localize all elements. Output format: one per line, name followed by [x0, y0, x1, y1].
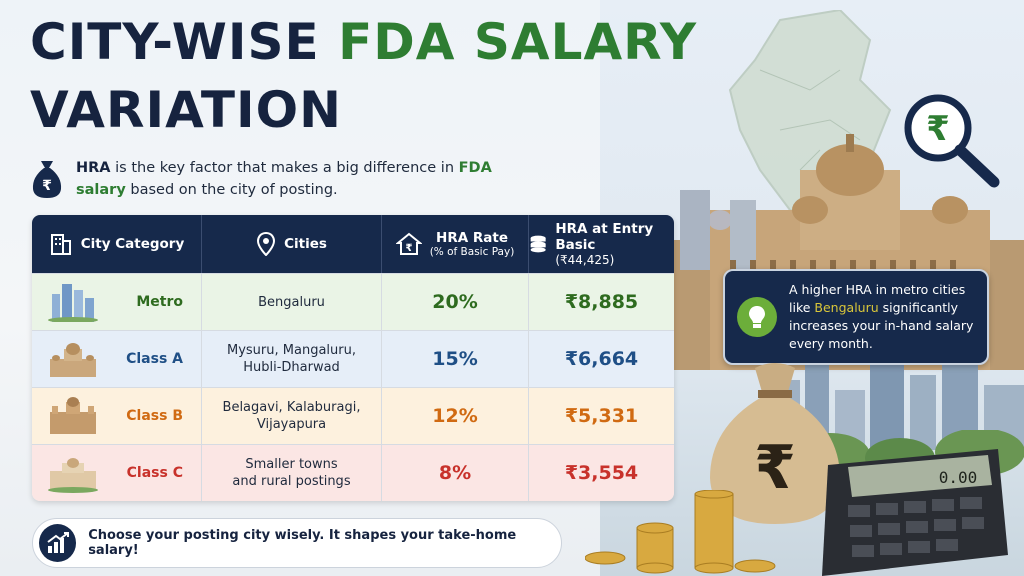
tip-highlight: Bengaluru: [814, 300, 879, 315]
header-cities-label: Cities: [284, 236, 327, 252]
header-amount-sub: (₹44,425): [555, 253, 615, 267]
intro: ₹ HRA is the key factor that makes a big…: [30, 157, 546, 201]
row-amount: ₹3,554: [564, 461, 639, 484]
row-rate: 20%: [382, 274, 529, 330]
row-category: Metro: [32, 274, 202, 330]
skyscraper-icon: [48, 284, 98, 322]
hra-table: City Category Cities ₹ HRA Rate (% of Bas…: [32, 215, 674, 501]
row-category-label: Class A: [126, 350, 183, 367]
intro-text: HRA is the key factor that makes a big d…: [76, 157, 546, 201]
page-title: CITY-WISE FDA SALARY VARIATION: [30, 14, 697, 138]
title-part2: FDA SALARY: [338, 13, 698, 71]
heritage-building-icon: [48, 458, 98, 493]
header-rate-sub: (% of Basic Pay): [429, 246, 515, 258]
header-amount: HRA at Entry Basic (₹44,425): [529, 215, 674, 273]
row-category: Class C: [32, 445, 202, 501]
magnifier-rupee-icon: ₹: [904, 94, 1000, 188]
growth-chart-icon: [39, 524, 77, 562]
tip-text2: significantly increases your in-hand sal…: [789, 300, 974, 351]
intro-hra: HRA: [76, 160, 111, 176]
table-row: Class A Mysuru, Mangaluru, Hubli-Dharwad…: [32, 330, 674, 387]
header-category: City Category: [32, 215, 202, 273]
palace-icon: [50, 343, 96, 377]
location-pin-icon: [257, 232, 276, 256]
fort-icon: [50, 397, 96, 434]
footer-text: Choose your posting city wisely. It shap…: [88, 528, 517, 558]
table-row: Metro Bengaluru 20% ₹8,885: [32, 273, 674, 330]
row-cities: Belagavi, Kalaburagi, Vijayapura: [202, 388, 382, 444]
row-rate: 8%: [382, 445, 529, 501]
svg-text:₹: ₹: [42, 178, 52, 194]
tip-text1: A higher HRA in metro cities like: [789, 282, 966, 315]
row-category-label: Class B: [126, 407, 183, 424]
intro-text1: is the key factor that makes a big diffe…: [110, 160, 459, 176]
row-category: Class A: [32, 331, 202, 387]
row-cities: Mysuru, Mangaluru, Hubli-Dharwad: [202, 331, 382, 387]
row-category: Class B: [32, 388, 202, 444]
row-rate: 12%: [382, 388, 529, 444]
coins-stack-icon: [530, 235, 546, 253]
header-amount-label: HRA at Entry Basic: [555, 221, 654, 253]
table-header: City Category Cities ₹ HRA Rate (% of Bas…: [32, 215, 674, 273]
header-rate-label: HRA Rate: [436, 230, 508, 246]
header-cities: Cities: [202, 215, 382, 273]
intro-fda: FDA salary: [76, 160, 492, 198]
row-rate: 15%: [382, 331, 529, 387]
intro-text2: based on the city of posting.: [125, 182, 338, 198]
row-amount: ₹8,885: [564, 290, 639, 313]
money-bag-icon: ₹: [32, 161, 62, 198]
calculator-display: 0.00: [939, 468, 978, 487]
row-amount: ₹5,331: [564, 404, 639, 427]
calculator-illustration: 0.00: [822, 449, 1008, 576]
house-rupee-icon: ₹: [395, 232, 422, 255]
row-category-label: Class C: [126, 464, 183, 481]
money-bag-illustration: ₹: [710, 363, 840, 524]
row-amount: ₹6,664: [564, 347, 639, 370]
footer-note: Choose your posting city wisely. It shap…: [32, 518, 562, 568]
header-rate: ₹ HRA Rate (% of Basic Pay): [382, 215, 529, 273]
table-row: Class B Belagavi, Kalaburagi, Vijayapura…: [32, 387, 674, 444]
coin-stacks: [585, 490, 776, 574]
title-part3: VARIATION: [30, 81, 342, 139]
row-category-label: Metro: [136, 293, 183, 310]
row-cities: Smaller towns and rural postings: [202, 445, 382, 501]
header-category-label: City Category: [80, 236, 185, 252]
table-row: Class C Smaller towns and rural postings…: [32, 444, 674, 501]
title-part1: CITY-WISE: [30, 13, 339, 71]
bag-symbol: ₹: [754, 433, 796, 503]
lightbulb-icon: [737, 297, 777, 337]
building-icon: [50, 234, 71, 255]
svg-text:₹: ₹: [405, 243, 412, 254]
row-cities: Bengaluru: [202, 274, 382, 330]
tip-text: A higher HRA in metro cities like Bengal…: [789, 281, 975, 353]
tip-box: A higher HRA in metro cities like Bengal…: [723, 269, 989, 365]
magnifier-symbol: ₹: [926, 109, 950, 149]
